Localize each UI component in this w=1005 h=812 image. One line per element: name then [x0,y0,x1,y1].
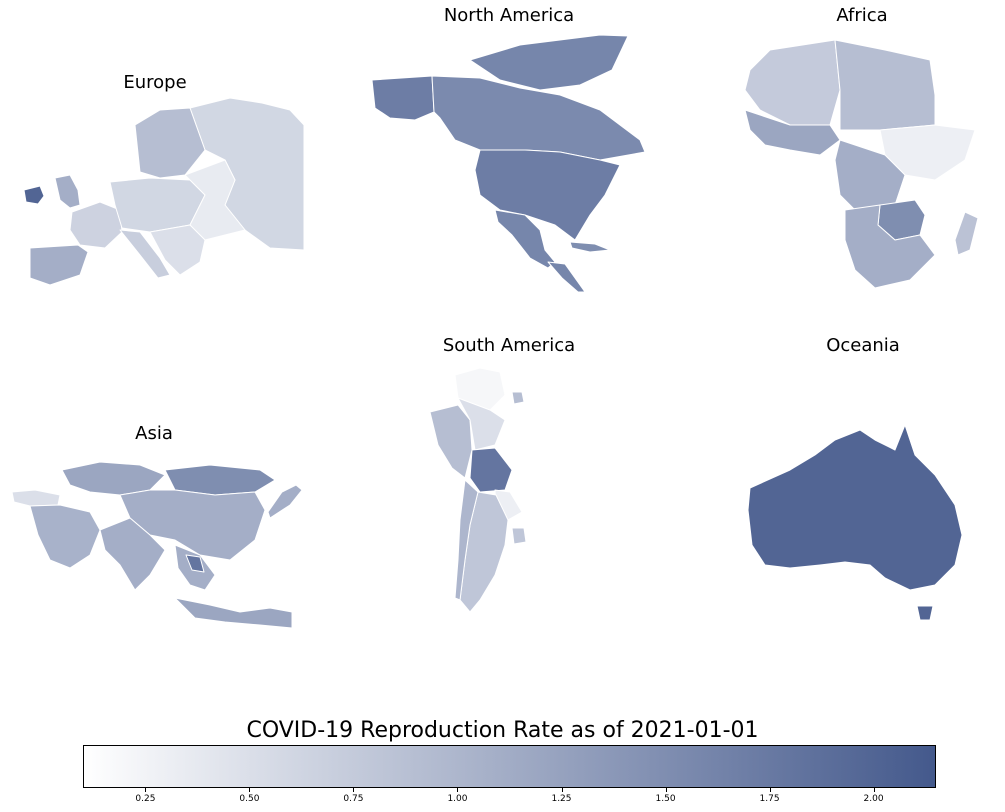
south-america-title: South America [442,335,576,356]
region-greenland-arctic[interactable] [469,34,629,91]
region-ireland[interactable] [23,185,45,205]
region-brazil-west[interactable] [457,397,506,451]
colorbar-tick-label: 1.25 [551,794,572,804]
region-madagascar[interactable] [954,211,979,256]
region-uk[interactable] [54,174,81,209]
colorbar-tick-label: 1.75 [759,794,780,804]
colorbar-tick [873,788,875,792]
region-peru-ecuador[interactable] [429,404,473,479]
chart-title: COVID-19 Reproduction Rate as of 2021-01… [246,718,759,743]
colorbar-tick-label: 2.00 [863,794,884,804]
region-balkans[interactable] [149,224,206,276]
oceania-title: Oceania [826,335,900,356]
region-thailand[interactable] [185,554,205,573]
africa-title: Africa [836,5,888,26]
asia-title: Asia [135,423,173,444]
region-iberia[interactable] [29,244,89,286]
region-uruguay[interactable] [511,527,527,545]
colorbar-tick [249,788,251,792]
region-japan[interactable] [267,484,303,519]
colorbar [83,745,936,788]
region-guyana[interactable] [511,391,525,405]
region-southern-africa[interactable] [844,204,936,289]
region-italy[interactable] [119,229,171,279]
colorbar-tick [353,788,355,792]
region-eastern-europe[interactable] [184,159,246,241]
region-australia[interactable] [747,424,963,591]
region-india[interactable] [99,517,166,591]
region-bolivia[interactable] [469,447,513,493]
colorbar-tick [145,788,147,792]
region-france[interactable] [69,201,123,249]
colorbar-tick-label: 0.75 [343,794,364,804]
region-indonesia[interactable] [174,597,293,629]
region-scandinavia[interactable] [134,107,206,179]
region-tasmania[interactable] [916,605,934,621]
colorbar-tick [561,788,563,792]
region-usa[interactable] [474,149,621,241]
region-middle-east[interactable] [29,504,101,569]
region-west-africa[interactable] [744,109,841,156]
colorbar-tick-label: 0.25 [135,794,156,804]
colorbar-tick-label: 0.50 [239,794,260,804]
region-chile[interactable] [454,479,479,601]
region-cuba[interactable] [569,241,611,253]
europe-title: Europe [123,72,187,93]
region-central-america[interactable] [547,261,586,293]
colorbar-tick [457,788,459,792]
colorbar-tick-label: 1.50 [655,794,676,804]
colorbar-tick [665,788,667,792]
north-america-title: North America [443,5,575,26]
colorbar-tick [769,788,771,792]
colorbar-tick-label: 1.00 [447,794,468,804]
